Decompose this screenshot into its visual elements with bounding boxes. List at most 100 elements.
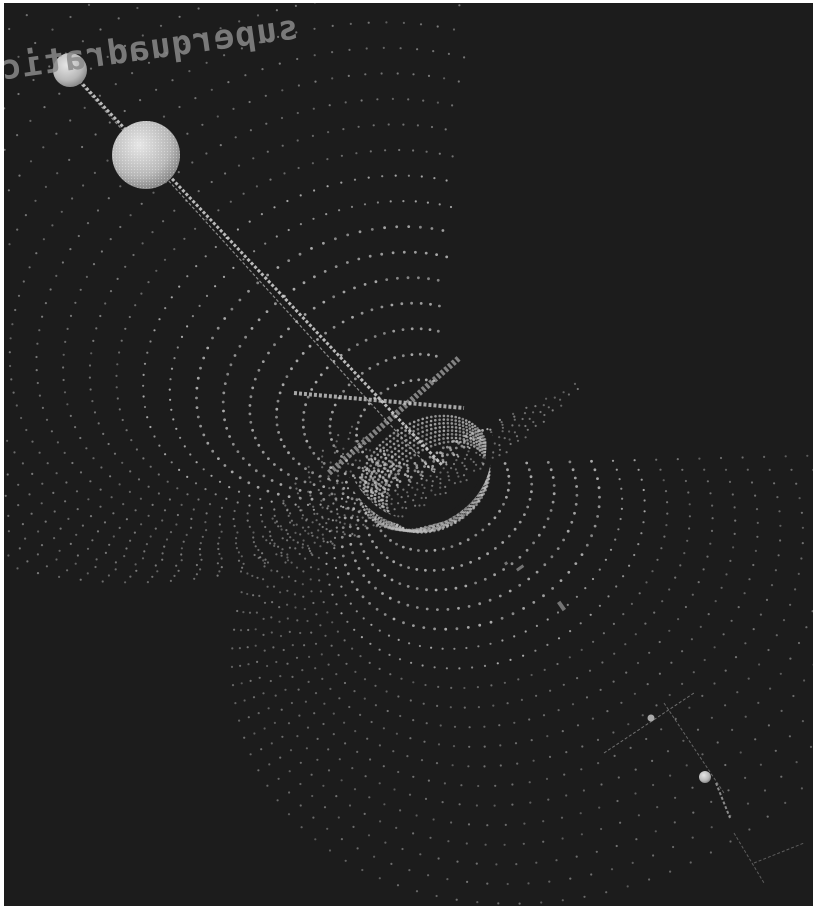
particle-dot	[432, 50, 435, 53]
particle-dot	[463, 464, 466, 467]
particle-dot	[340, 181, 343, 184]
particle-dot	[281, 576, 284, 579]
particle-dot	[155, 88, 158, 91]
particle-dot	[342, 531, 345, 534]
particle-dot	[322, 722, 325, 726]
particle-dot	[566, 529, 570, 533]
particle-dot	[238, 20, 241, 23]
particle-dot	[645, 581, 648, 584]
particle-dot	[691, 836, 694, 839]
particle-dot	[172, 418, 175, 421]
particle-dot	[409, 475, 413, 479]
particle-dot	[395, 464, 398, 468]
particle-dot	[276, 399, 280, 403]
particle-dot	[463, 706, 466, 709]
particle-dot	[246, 646, 249, 649]
particle-dot	[288, 546, 291, 549]
particle-dot	[498, 454, 501, 457]
particle-dot	[421, 474, 424, 478]
particle-dot	[234, 702, 237, 705]
particle-dot	[569, 630, 572, 633]
particle-dot	[624, 643, 627, 646]
particle-dot	[789, 657, 792, 660]
particle-dot	[434, 430, 437, 434]
particle-dot	[43, 106, 46, 109]
particle-dot	[56, 441, 60, 444]
particle-dot	[309, 490, 312, 494]
particle-dot	[244, 335, 248, 339]
particle-dot	[259, 497, 262, 501]
particle-dot	[383, 574, 387, 577]
particle-dot	[158, 318, 161, 321]
particle-dot	[299, 533, 302, 536]
particle-dot	[618, 478, 621, 481]
particle-dot	[406, 491, 409, 494]
particle-dot	[561, 837, 564, 840]
particle-dot	[69, 314, 73, 317]
particle-dot	[477, 436, 480, 440]
particle-dot	[416, 446, 420, 450]
particle-dot	[371, 460, 375, 464]
particle-dot	[484, 843, 487, 846]
particle-dot	[51, 28, 54, 31]
particle-dot	[450, 429, 454, 432]
particle-dot	[141, 557, 145, 560]
particle-dot	[218, 570, 221, 573]
particle-dot	[419, 853, 422, 856]
particle-dot	[260, 748, 263, 751]
particle-dot	[399, 809, 402, 812]
particle-dot	[346, 487, 350, 490]
particle-dot	[369, 642, 372, 645]
particle-dot	[501, 423, 504, 426]
particle-dot	[350, 497, 354, 501]
particle-dot	[301, 583, 304, 586]
particle-dot	[699, 625, 702, 629]
particle-dot	[244, 74, 247, 77]
particle-dot	[506, 488, 510, 492]
particle-dot	[280, 551, 283, 554]
particle-dot	[121, 418, 124, 422]
particle-dot	[343, 522, 346, 525]
particle-dot	[375, 546, 378, 549]
particle-dot	[340, 612, 343, 615]
particle-dot	[384, 473, 387, 476]
particle-dot	[235, 537, 238, 540]
particle-dot	[756, 521, 759, 525]
particle-dot	[428, 455, 432, 459]
particle-dot	[306, 726, 310, 729]
particle-dot	[553, 396, 556, 399]
particle-dot	[191, 315, 194, 318]
particle-dot	[109, 238, 112, 241]
particle-dot	[410, 327, 414, 331]
particle-dot	[308, 476, 311, 479]
particle-dot	[465, 479, 468, 482]
particle-dot	[555, 859, 558, 862]
particle-dot	[429, 444, 433, 448]
particle-dot	[436, 524, 439, 528]
particle-dot	[408, 451, 412, 455]
particle-dot	[465, 432, 469, 435]
particle-dot	[294, 606, 297, 609]
particle-dot	[549, 689, 552, 692]
particle-dot	[393, 788, 396, 791]
particle-dot	[369, 758, 372, 761]
particle-dot	[407, 483, 410, 487]
particle-dot	[412, 425, 416, 428]
particle-dot	[322, 300, 326, 304]
particle-dot	[116, 397, 119, 400]
particle-dot	[236, 450, 240, 453]
particle-dot	[370, 490, 373, 494]
particle-dot	[467, 605, 471, 608]
particle-dot	[273, 721, 276, 725]
particle-dot	[292, 287, 296, 291]
particle-dot	[331, 621, 334, 624]
particle-dot	[201, 34, 204, 37]
particle-dot	[517, 678, 520, 681]
particle-dot	[493, 442, 496, 445]
particle-dot	[397, 502, 400, 505]
particle-dot	[311, 534, 314, 537]
particle-dot	[99, 314, 102, 318]
particle-dot	[337, 474, 340, 477]
particle-dot	[206, 346, 210, 350]
particle-dot	[737, 606, 740, 609]
